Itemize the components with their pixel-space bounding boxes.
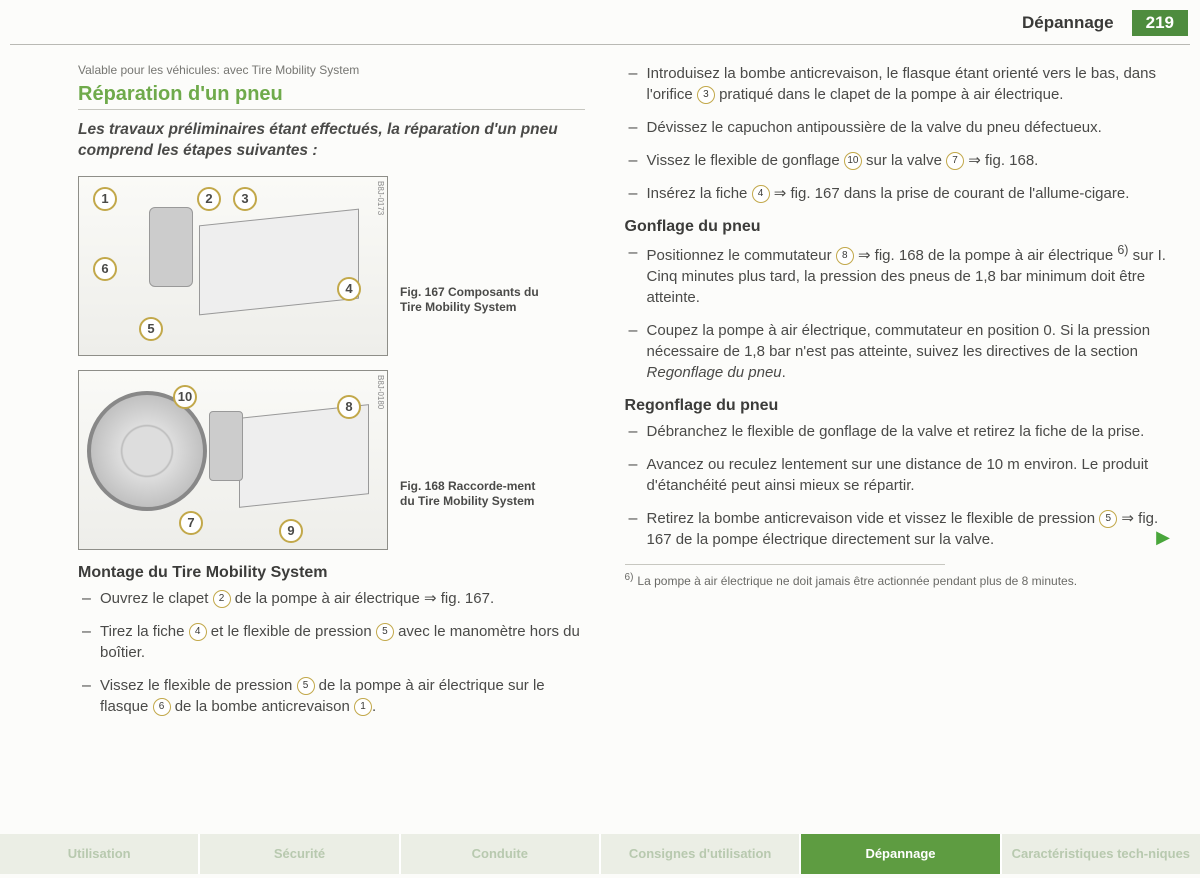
figure-168-caption: Fig. 168 Raccorde-ment du Tire Mobility … (400, 479, 550, 550)
ref-circle: 2 (213, 590, 231, 608)
regonflage-list: Débranchez le flexible de gonflage de la… (625, 421, 1170, 550)
callout: 2 (197, 187, 221, 211)
tab-securite[interactable]: Sécurité (198, 834, 398, 874)
list-item: Positionnez le commutateur 8 ⇒ fig. 168 … (625, 242, 1170, 308)
ref-circle: 6 (153, 698, 171, 716)
figure-167-row: B8J-0173 1 2 3 4 5 6 Fig. 167 Composants… (78, 176, 585, 356)
montage-list-cont: Introduisez la bombe anticrevaison, le f… (625, 63, 1170, 204)
ref-circle: 1 (354, 698, 372, 716)
ref-circle: 5 (1099, 510, 1117, 528)
tab-utilisation[interactable]: Utilisation (0, 834, 198, 874)
figure-code: B8J-0173 (376, 181, 385, 215)
list-item: Débranchez le flexible de gonflage de la… (625, 421, 1170, 442)
ref-circle: 5 (297, 677, 315, 695)
applicability-note: Valable pour les véhicules: avec Tire Mo… (78, 63, 585, 77)
list-item: Insérez la fiche 4 ⇒ fig. 167 dans la pr… (625, 183, 1170, 204)
list-item: Introduisez la bombe anticrevaison, le f… (625, 63, 1170, 105)
footnote: 6)La pompe à air électrique ne doit jama… (625, 571, 1170, 590)
figure-167-caption: Fig. 167 Composants du Tire Mobility Sys… (400, 285, 550, 356)
ref-circle: 10 (844, 152, 862, 170)
right-column: Introduisez la bombe anticrevaison, le f… (625, 63, 1170, 729)
content-columns: Valable pour les véhicules: avec Tire Mo… (0, 45, 1200, 729)
list-item: Dévissez le capuchon antipoussière de la… (625, 117, 1170, 138)
callout: 4 (337, 277, 361, 301)
montage-list: Ouvrez le clapet 2 de la pompe à air éle… (78, 588, 585, 717)
callout: 9 (279, 519, 303, 543)
footnote-text: La pompe à air électrique ne doit jamais… (637, 574, 1077, 588)
ref-circle: 3 (697, 86, 715, 104)
subheading-gonflage: Gonflage du pneu (625, 218, 1170, 236)
list-item: Vissez le flexible de pression 5 de la p… (78, 675, 585, 717)
intro-text: Les travaux préliminaires étant effectué… (78, 120, 585, 162)
ref-circle: 4 (752, 185, 770, 203)
page-header: Dépannage 219 (0, 0, 1200, 40)
footnote-mark: 6) (625, 572, 634, 583)
subheading-montage: Montage du Tire Mobility System (78, 564, 585, 582)
callout: 6 (93, 257, 117, 281)
tab-depannage[interactable]: Dépannage (799, 834, 999, 874)
figure-code: B8J-0180 (376, 375, 385, 409)
ref-circle: 4 (189, 623, 207, 641)
figure-167: B8J-0173 1 2 3 4 5 6 (78, 176, 388, 356)
tab-consignes[interactable]: Consignes d'utilisation (599, 834, 799, 874)
footnote-separator (625, 564, 945, 565)
callout: 7 (179, 511, 203, 535)
footer-tabs: Utilisation Sécurité Conduite Consignes … (0, 834, 1200, 874)
left-column: Valable pour les véhicules: avec Tire Mo… (78, 63, 585, 729)
continue-arrow-icon: ▶ (1156, 525, 1170, 550)
figure-168-row: B8J-0180 10 8 7 9 Fig. 168 Raccorde-ment… (78, 370, 585, 550)
footnote-ref: 6) (1117, 243, 1128, 257)
tab-conduite[interactable]: Conduite (399, 834, 599, 874)
tab-caracteristiques[interactable]: Caractéristiques tech-niques (1000, 834, 1200, 874)
ref-circle: 5 (376, 623, 394, 641)
callout: 1 (93, 187, 117, 211)
list-item: Vissez le flexible de gonflage 10 sur la… (625, 150, 1170, 171)
italic-ref: Regonflage du pneu (647, 364, 782, 381)
callout: 3 (233, 187, 257, 211)
list-item: Tirez la fiche 4 et le flexible de press… (78, 621, 585, 663)
ref-circle: 8 (836, 247, 854, 265)
list-item: Coupez la pompe à air électrique, commut… (625, 320, 1170, 383)
list-item: Retirez la bombe anticrevaison vide et v… (625, 508, 1170, 550)
page-number-badge: 219 (1132, 10, 1188, 36)
section-title: Réparation d'un pneu (78, 83, 585, 110)
gonflage-list: Positionnez le commutateur 8 ⇒ fig. 168 … (625, 242, 1170, 383)
list-item: Avancez ou reculez lentement sur une dis… (625, 454, 1170, 496)
subheading-regonflage: Regonflage du pneu (625, 397, 1170, 415)
callout: 8 (337, 395, 361, 419)
figure-168: B8J-0180 10 8 7 9 (78, 370, 388, 550)
callout: 10 (173, 385, 197, 409)
list-item: Ouvrez le clapet 2 de la pompe à air éle… (78, 588, 585, 609)
ref-circle: 7 (946, 152, 964, 170)
header-section: Dépannage (1022, 13, 1114, 33)
callout: 5 (139, 317, 163, 341)
